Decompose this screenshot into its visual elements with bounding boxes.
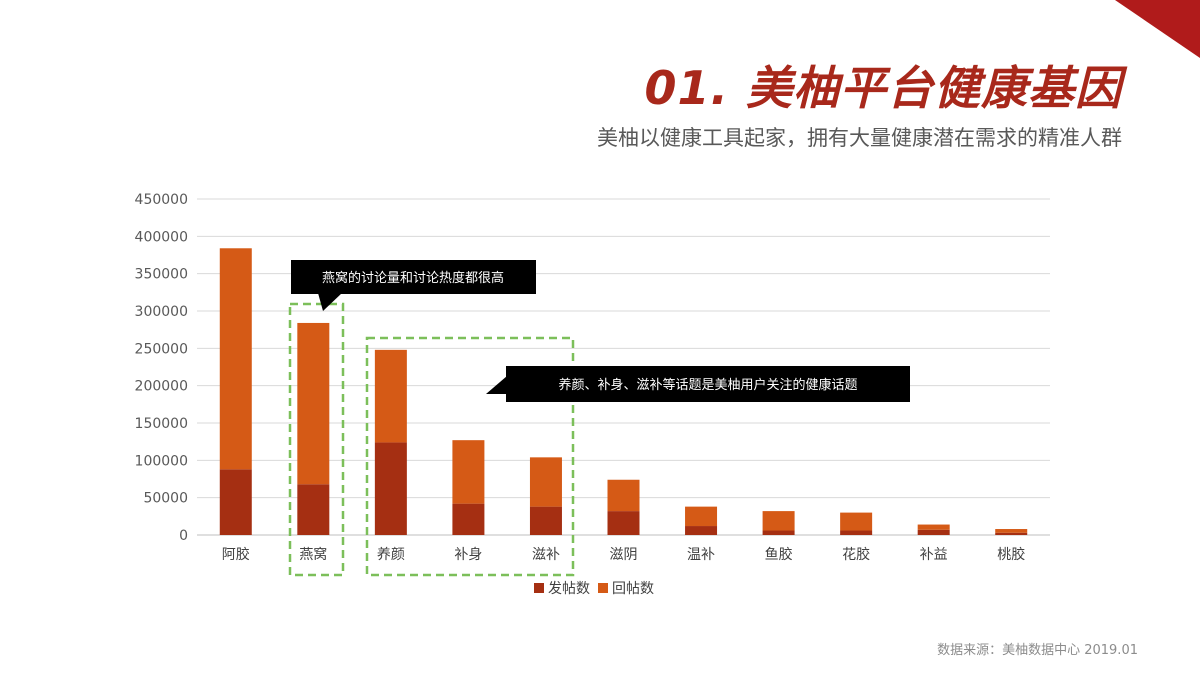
y-tick-label: 300000 bbox=[135, 304, 188, 320]
bar-posts bbox=[452, 503, 485, 535]
y-tick-label: 100000 bbox=[135, 453, 188, 469]
bar-replies bbox=[219, 248, 252, 470]
bar-posts bbox=[297, 484, 330, 535]
legend-replies-label: 回帖数 bbox=[612, 581, 654, 597]
bar-posts bbox=[219, 469, 252, 535]
x-tick-label: 温补 bbox=[687, 547, 715, 563]
x-tick-label: 鱼胶 bbox=[765, 546, 793, 563]
y-tick-label: 50000 bbox=[143, 491, 188, 507]
highlight-box-yanwo bbox=[288, 302, 345, 577]
bar-replies bbox=[607, 479, 640, 512]
bar-posts bbox=[607, 511, 640, 535]
y-tick-label: 250000 bbox=[135, 341, 188, 357]
callout-text-health-topics: 养颜、补身、滋补等话题是美柚用户关注的健康话题 bbox=[558, 377, 857, 393]
x-tick-label: 花胶 bbox=[842, 546, 870, 563]
bar-posts bbox=[995, 532, 1028, 535]
highlight-box-health-topics bbox=[365, 336, 575, 577]
callout-text-yanwo: 燕窝的讨论量和讨论热度都很高 bbox=[322, 270, 504, 286]
bar-replies bbox=[917, 524, 950, 530]
bar-replies bbox=[995, 529, 1028, 533]
y-tick-label: 0 bbox=[179, 528, 188, 544]
bar-replies bbox=[685, 506, 718, 527]
bar-replies bbox=[374, 349, 407, 443]
page-title: 01. 美柚平台健康基因 bbox=[644, 61, 1122, 115]
y-tick-label: 350000 bbox=[135, 267, 188, 283]
x-tick-label: 补益 bbox=[920, 547, 948, 563]
data-source-note: 数据来源：美柚数据中心 2019.01 bbox=[937, 643, 1138, 658]
bar-posts bbox=[917, 529, 950, 535]
bar-replies bbox=[297, 322, 330, 485]
x-tick-label: 滋阴 bbox=[610, 547, 638, 563]
legend-posts-label: 发帖数 bbox=[548, 581, 590, 597]
legend-posts-swatch bbox=[534, 583, 544, 593]
x-tick-label: 滋补 bbox=[532, 547, 560, 563]
bar-posts bbox=[762, 530, 795, 535]
x-tick-label: 阿胶 bbox=[222, 546, 250, 563]
bar-replies bbox=[840, 512, 873, 531]
y-tick-label: 400000 bbox=[135, 229, 188, 245]
page-subtitle: 美柚以健康工具起家，拥有大量健康潜在需求的精准人群 bbox=[597, 126, 1122, 150]
bar-posts bbox=[529, 506, 562, 535]
y-tick-label: 200000 bbox=[135, 379, 188, 395]
callout-box-yanwo bbox=[291, 260, 536, 294]
callout-pointer-health-topics bbox=[486, 376, 507, 394]
bar-replies bbox=[452, 440, 485, 504]
y-tick-label: 150000 bbox=[135, 416, 188, 432]
x-tick-label: 补身 bbox=[454, 547, 482, 563]
bar-replies bbox=[762, 511, 795, 531]
y-tick-label: 450000 bbox=[135, 192, 188, 208]
corner-decoration bbox=[1115, 0, 1200, 58]
bar-posts bbox=[685, 526, 718, 535]
bar-replies bbox=[529, 457, 562, 507]
x-tick-label: 养颜 bbox=[377, 547, 405, 563]
legend-replies-swatch bbox=[598, 583, 608, 593]
bar-posts bbox=[840, 530, 873, 535]
x-tick-label: 燕窝 bbox=[299, 546, 327, 563]
callout-box-health-topics bbox=[506, 366, 910, 402]
callout-pointer-yanwo bbox=[318, 293, 342, 311]
x-tick-label: 桃胶 bbox=[997, 546, 1025, 563]
bar-posts bbox=[374, 442, 407, 535]
